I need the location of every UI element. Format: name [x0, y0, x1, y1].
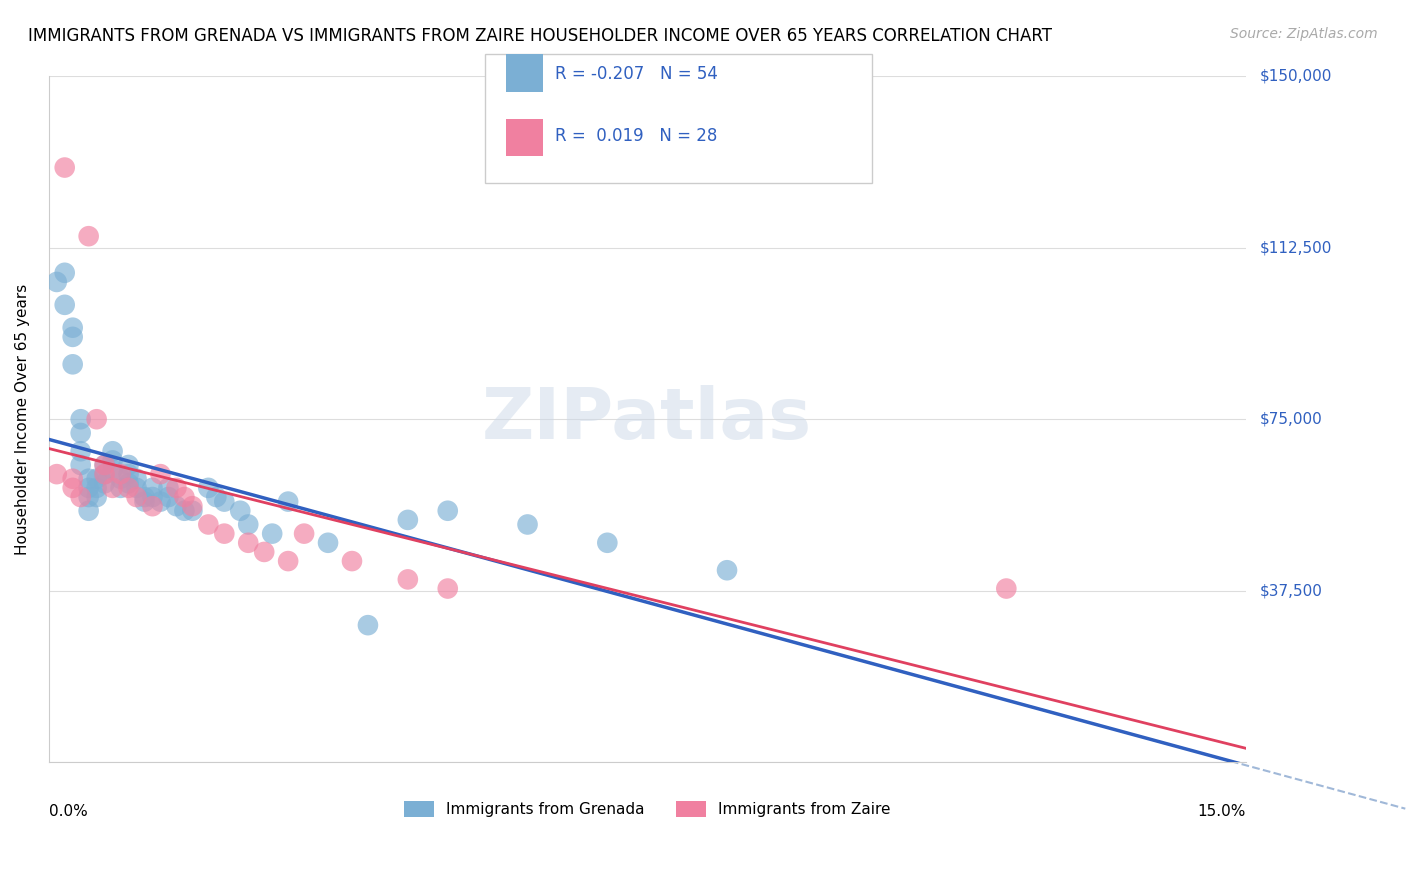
Point: [253, 545, 276, 559]
Point: [101, 481, 124, 495]
Point: [69, 490, 91, 504]
Point: [134, 494, 156, 508]
Point: [173, 490, 195, 504]
Text: $112,500: $112,500: [1260, 240, 1333, 255]
Point: [292, 526, 315, 541]
Point: [181, 499, 204, 513]
Point: [125, 472, 148, 486]
Point: [93, 467, 115, 482]
Point: [149, 494, 172, 508]
Point: [77, 504, 100, 518]
Point: [141, 481, 163, 495]
Point: [214, 494, 236, 508]
Point: [396, 573, 419, 587]
Point: [69, 425, 91, 440]
Point: [340, 554, 363, 568]
Point: [117, 481, 139, 495]
Point: [238, 517, 260, 532]
Point: [86, 412, 108, 426]
Point: [93, 467, 115, 482]
Point: [93, 458, 115, 472]
Point: [77, 472, 100, 486]
Point: [277, 554, 299, 568]
Point: [62, 320, 84, 334]
Point: [69, 458, 91, 472]
Point: [197, 481, 219, 495]
Point: [101, 462, 124, 476]
Point: [62, 357, 84, 371]
Point: [262, 526, 284, 541]
Point: [716, 563, 738, 577]
Point: [62, 330, 84, 344]
Point: [516, 517, 538, 532]
Text: R =  0.019   N = 28: R = 0.019 N = 28: [555, 128, 717, 145]
Point: [995, 582, 1018, 596]
Point: [101, 453, 124, 467]
Text: Source: ZipAtlas.com: Source: ZipAtlas.com: [1230, 27, 1378, 41]
Point: [117, 458, 139, 472]
Point: [110, 481, 132, 495]
Point: [93, 458, 115, 472]
Point: [45, 275, 67, 289]
Point: [181, 504, 204, 518]
Text: 0.0%: 0.0%: [49, 804, 87, 819]
Point: [149, 467, 172, 482]
Point: [157, 490, 180, 504]
Point: [110, 472, 132, 486]
Text: $37,500: $37,500: [1260, 583, 1323, 599]
Point: [436, 582, 458, 596]
Point: [125, 490, 148, 504]
Point: [117, 467, 139, 482]
Point: [62, 472, 84, 486]
Text: $75,000: $75,000: [1260, 412, 1323, 426]
Point: [596, 536, 619, 550]
Point: [277, 494, 299, 508]
Point: [117, 476, 139, 491]
Point: [110, 467, 132, 482]
Point: [77, 481, 100, 495]
Point: [93, 476, 115, 491]
Text: $150,000: $150,000: [1260, 69, 1333, 84]
Text: ZIPatlas: ZIPatlas: [482, 384, 813, 454]
Text: IMMIGRANTS FROM GRENADA VS IMMIGRANTS FROM ZAIRE HOUSEHOLDER INCOME OVER 65 YEAR: IMMIGRANTS FROM GRENADA VS IMMIGRANTS FR…: [28, 27, 1052, 45]
Point: [134, 490, 156, 504]
Legend: Immigrants from Grenada, Immigrants from Zaire: Immigrants from Grenada, Immigrants from…: [398, 796, 897, 823]
Point: [173, 504, 195, 518]
Point: [86, 481, 108, 495]
Point: [157, 481, 180, 495]
Point: [214, 526, 236, 541]
Point: [165, 499, 187, 513]
Point: [53, 298, 76, 312]
Point: [357, 618, 380, 632]
Point: [165, 481, 187, 495]
Point: [53, 161, 76, 175]
Point: [141, 499, 163, 513]
Point: [86, 472, 108, 486]
Point: [69, 444, 91, 458]
Point: [316, 536, 339, 550]
Point: [77, 490, 100, 504]
Point: [86, 490, 108, 504]
Point: [396, 513, 419, 527]
Point: [125, 481, 148, 495]
Point: [197, 517, 219, 532]
Point: [77, 229, 100, 244]
Text: R = -0.207   N = 54: R = -0.207 N = 54: [555, 65, 718, 83]
Point: [101, 444, 124, 458]
Point: [436, 504, 458, 518]
Point: [141, 490, 163, 504]
Text: 15.0%: 15.0%: [1198, 804, 1246, 819]
Point: [205, 490, 228, 504]
Point: [53, 266, 76, 280]
Point: [45, 467, 67, 482]
Point: [238, 536, 260, 550]
Point: [229, 504, 252, 518]
Point: [62, 481, 84, 495]
Point: [69, 412, 91, 426]
Y-axis label: Householder Income Over 65 years: Householder Income Over 65 years: [15, 284, 30, 555]
